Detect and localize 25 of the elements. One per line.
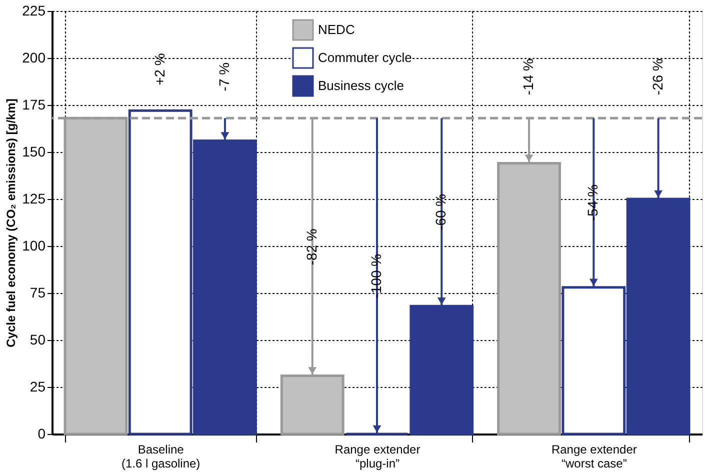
annotation: -60 % [432,194,449,230]
y-tick-label: 125 [22,190,46,206]
annotation: -14 % [520,58,536,96]
legend-label: Business cycle [318,78,404,93]
x-tick-label: Range extender “plug-in” [334,442,420,470]
x-tick-label: Range extender “worst case” [551,442,637,470]
y-tick-label: 225 [22,2,46,18]
legend-label: Commuter cycle [318,50,412,65]
y-tick-label: 200 [22,50,46,66]
y-tick-label: 150 [22,144,46,160]
annotation: +2 % [151,53,168,86]
y-tick-label: 175 [22,96,46,112]
annotation: -54 % [584,184,601,222]
y-axis-title: Cycle fuel economy (CO₂ emissions) [g/km] [4,98,18,348]
x-tick-label: Baseline (1.6 l gasoline) [121,442,200,470]
y-tick-label: 75 [30,284,46,300]
y-tick-label: 0 [38,426,46,442]
annotation: -82 % [303,228,320,266]
y-tick-label: 50 [30,332,46,348]
annotation: -7 % [216,62,232,92]
annotation: -100 % [368,254,384,298]
annotation: -26 % [649,58,666,96]
y-tick-label: 25 [30,378,46,394]
y-tick-label: 100 [22,238,46,254]
legend-label: NEDC [318,22,355,37]
